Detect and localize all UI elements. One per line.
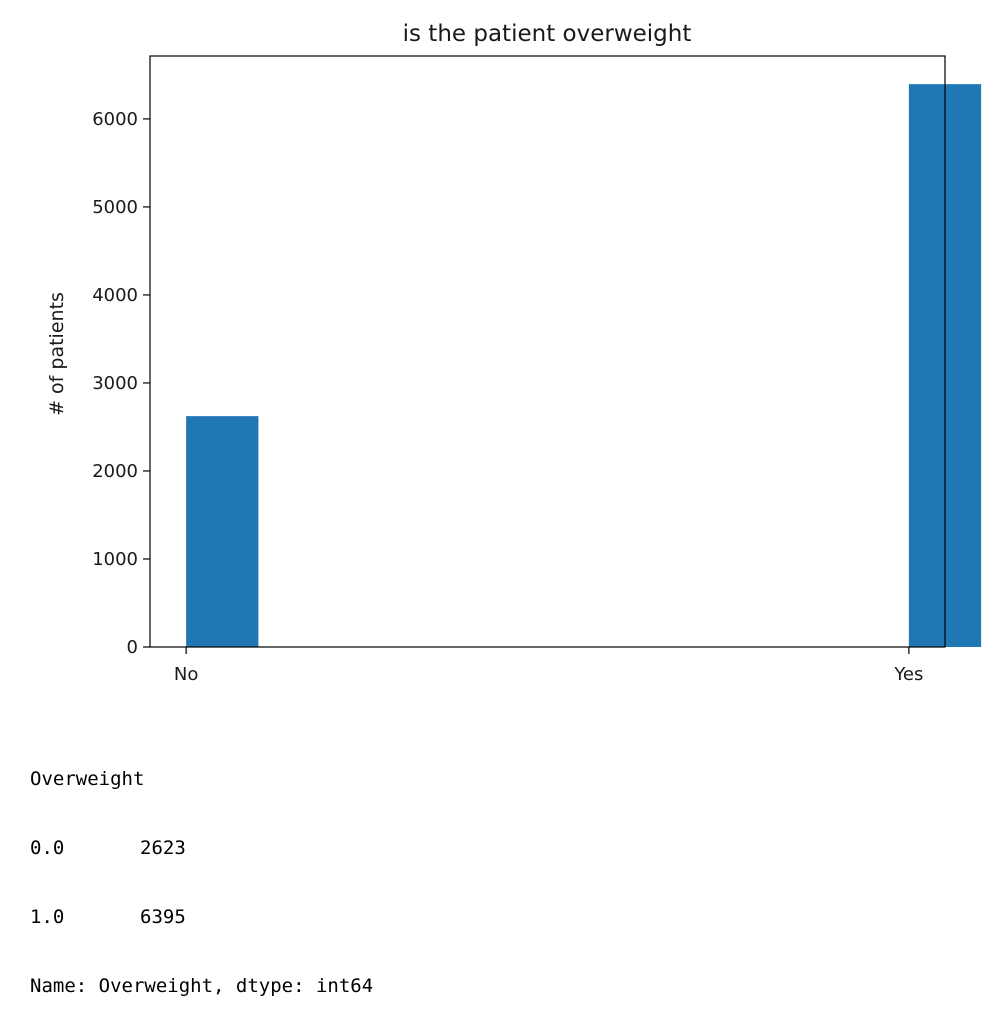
plot-frame: [149, 55, 946, 648]
bars-layer: [186, 84, 982, 647]
output-row-value: 2623: [140, 837, 186, 859]
output-header: Overweight: [30, 768, 145, 790]
output-row-index: 1.0: [30, 906, 65, 928]
x-tick-label: Yes: [893, 664, 923, 685]
y-tick-label: 0: [127, 637, 138, 658]
axes-layer: 0 1000 2000 3000 4000 5000 6000 No Yes: [92, 55, 946, 685]
output-row: 0.0 2623: [30, 837, 373, 860]
output-row-value: 6395: [140, 906, 186, 928]
y-tick-label: 5000: [92, 197, 138, 218]
y-tick-label: 2000: [92, 461, 138, 482]
y-axis-label: # of patients: [46, 292, 68, 416]
series-output: Overweight 0.0 2623 1.0 6395 Name: Overwei…: [30, 722, 373, 1021]
x-tick-label: No: [174, 664, 198, 685]
output-row: 1.0 6395: [30, 906, 373, 929]
y-tick-label: 6000: [92, 109, 138, 130]
bar-chart: is the patient overweight # of patients …: [46, 21, 982, 685]
output-footer: Name: Overweight, dtype: int64: [30, 975, 374, 997]
y-tick-label: 3000: [92, 373, 138, 394]
y-tick-label: 4000: [92, 285, 138, 306]
bar-no: [186, 416, 259, 647]
y-tick-label: 1000: [92, 549, 138, 570]
output-row-index: 0.0: [30, 837, 65, 859]
chart-title: is the patient overweight: [403, 21, 692, 47]
